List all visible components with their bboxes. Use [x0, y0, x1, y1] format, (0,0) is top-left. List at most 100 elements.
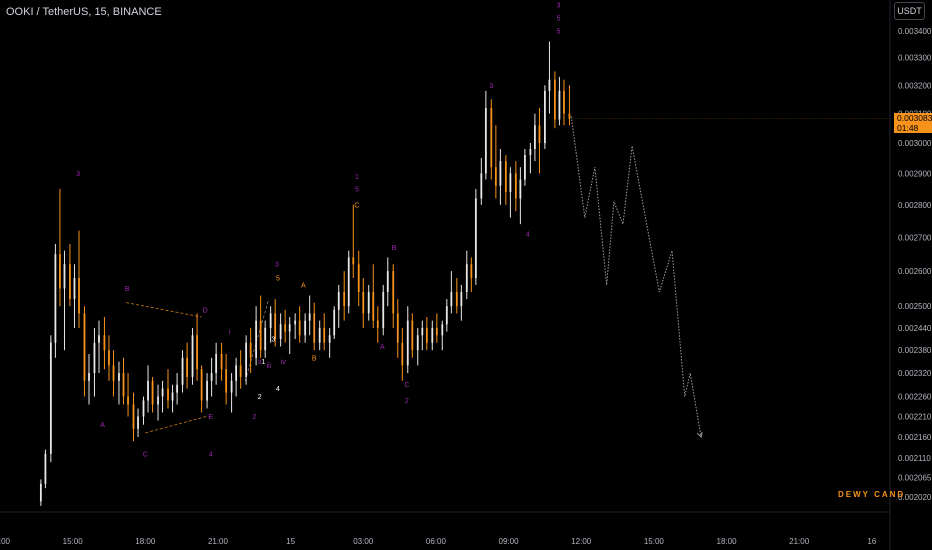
candle	[343, 271, 346, 321]
candle-body	[524, 155, 526, 180]
candle	[543, 85, 546, 150]
candle-body	[445, 306, 448, 325]
symbol-title[interactable]: OOKI / TetherUS, 15, BINANCE	[6, 6, 162, 18]
candle	[425, 316, 428, 351]
candle-body	[122, 373, 125, 397]
x-tick-label: 18:00	[717, 537, 738, 546]
candle	[239, 350, 242, 389]
candle	[367, 284, 370, 321]
candle	[392, 264, 395, 328]
candle	[69, 243, 71, 307]
candle	[396, 299, 399, 358]
y-tick-label: 0.002380	[898, 346, 932, 355]
candle-body	[396, 313, 399, 343]
wave-label: 4	[526, 232, 530, 239]
candle-body	[176, 384, 178, 393]
candle-body	[425, 327, 428, 343]
candle	[49, 335, 52, 463]
candle-body	[151, 380, 154, 405]
wave-label: 3	[557, 3, 561, 10]
wave-label: 5	[355, 186, 359, 193]
candle-body	[318, 327, 321, 343]
candle	[406, 306, 409, 374]
candle	[298, 306, 301, 343]
candle-body	[529, 149, 532, 156]
candle-body	[103, 335, 106, 351]
candle	[39, 479, 42, 506]
candle-body	[490, 107, 493, 168]
candle-body	[386, 271, 389, 292]
candle-body	[118, 373, 120, 381]
candle-body	[255, 320, 258, 358]
candle-body	[455, 291, 458, 307]
candle	[274, 299, 277, 347]
candle-body	[298, 320, 301, 336]
candle-body	[230, 380, 233, 393]
y-tick-label: 0.002020	[898, 493, 932, 502]
candle	[347, 250, 350, 314]
candle	[157, 384, 159, 421]
candle	[108, 335, 110, 381]
candle	[308, 295, 311, 336]
candle-body	[406, 320, 409, 366]
candle	[524, 149, 526, 186]
wave-label: D	[203, 307, 208, 314]
candle-body	[259, 320, 262, 351]
last-price-label: 0.003083 01:48	[894, 113, 932, 133]
y-tick-label: 0.002320	[898, 369, 932, 378]
candle	[191, 327, 194, 385]
candle	[416, 327, 419, 366]
candle	[288, 316, 291, 354]
candle	[122, 357, 125, 405]
candle	[558, 76, 561, 126]
candle-body	[357, 264, 360, 292]
candle	[465, 250, 468, 300]
candle-body	[93, 342, 96, 374]
candle	[279, 313, 282, 347]
trend-line	[126, 302, 202, 318]
candle	[357, 250, 360, 307]
x-tick-label: 03:00	[353, 537, 374, 546]
candle	[200, 365, 203, 413]
candle-body	[112, 365, 115, 381]
candle-body	[411, 320, 414, 351]
candle-body	[39, 483, 42, 502]
candle-body	[69, 264, 71, 300]
candle	[167, 369, 169, 409]
candle-body	[78, 278, 80, 314]
candle	[484, 90, 487, 180]
price-axis[interactable]: 0.002020 0.002065 0.002110 0.002160 0.002210…	[898, 27, 932, 502]
candle-body	[480, 173, 483, 199]
candle-body	[59, 254, 61, 289]
wave-label: C	[143, 451, 148, 458]
wave-label: i	[229, 329, 231, 336]
currency-button[interactable]: USDT	[894, 2, 925, 20]
wave-label: 4	[209, 451, 213, 458]
wave-label: 1	[261, 359, 265, 366]
candle-body	[225, 369, 228, 393]
candle	[328, 327, 331, 358]
candle-body	[504, 161, 507, 193]
y-tick-label: 0.002600	[898, 267, 932, 276]
candle	[83, 306, 86, 397]
candle	[186, 342, 188, 389]
wave-label: 4	[276, 386, 280, 393]
candle	[181, 350, 184, 393]
candle	[249, 327, 252, 374]
candle-body	[460, 291, 463, 307]
x-tick-label: 12:00	[571, 537, 592, 546]
candle-body	[328, 335, 331, 343]
candle-body	[284, 324, 287, 332]
candle-body	[568, 113, 571, 119]
candle	[441, 320, 444, 351]
candle	[548, 41, 551, 114]
wave-label: 3	[489, 83, 493, 90]
candle	[132, 392, 135, 442]
x-tick-label: 15:00	[63, 537, 84, 546]
candle-body	[308, 313, 311, 321]
candle-body	[543, 90, 546, 144]
projection-line	[570, 116, 702, 438]
time-axis[interactable]: 12:00 15:00 18:00 21:00 15 03:00 06:00 09:00 12:…	[0, 537, 877, 546]
x-tick-label: 21:00	[208, 537, 229, 546]
